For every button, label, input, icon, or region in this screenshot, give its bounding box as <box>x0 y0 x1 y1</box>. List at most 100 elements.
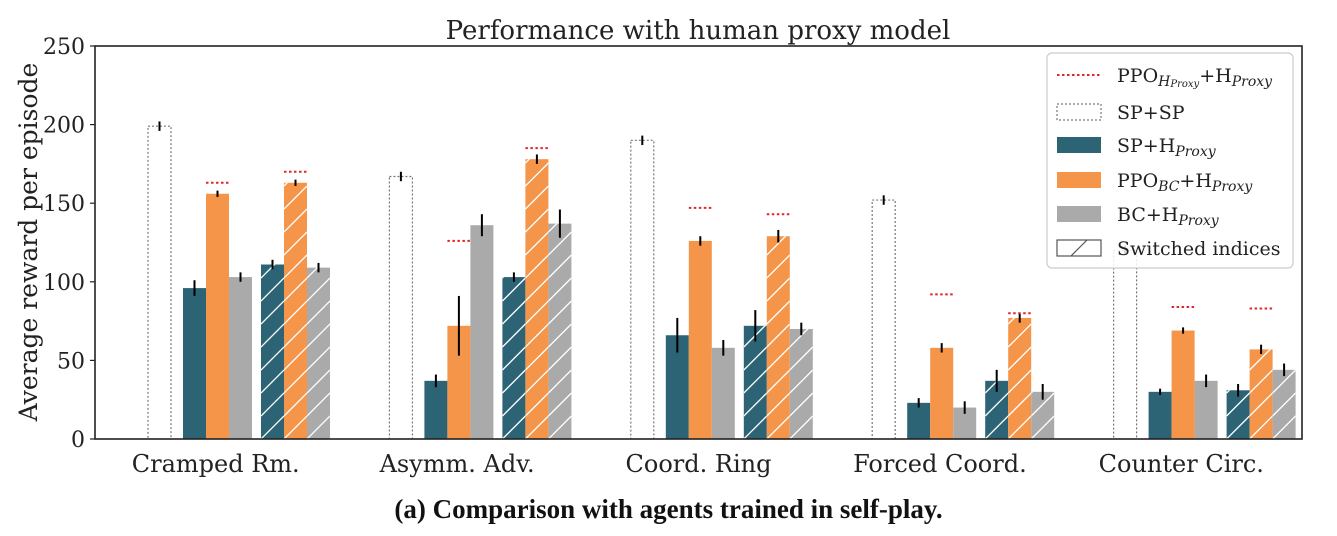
bc_hproxy-bar <box>229 277 252 439</box>
hatch-line <box>261 277 284 302</box>
sp-sp-bar <box>147 125 172 439</box>
hatch-line <box>548 415 572 439</box>
hatch-line <box>307 300 330 325</box>
hatch-line <box>1272 369 1296 394</box>
sp_hproxy-bar <box>1148 391 1172 439</box>
ppo_bc_hproxy-switched-bar <box>1249 349 1273 439</box>
hatch-line <box>985 324 1008 347</box>
hatch-line <box>985 347 1008 370</box>
sp_hproxy-switched-bar <box>985 380 1009 439</box>
y-tick-label: 150 <box>43 192 85 217</box>
hatch-line <box>284 208 307 233</box>
hatch-line <box>789 328 809 348</box>
hatch-line <box>284 140 307 163</box>
bc_hproxy-bar-group <box>711 347 735 439</box>
hatch-line <box>790 301 813 324</box>
hatch-line <box>790 278 813 301</box>
hatch-line <box>1294 438 1296 439</box>
hatch-line <box>261 232 284 255</box>
hatch-line <box>548 186 571 209</box>
bc_hproxy-bar <box>711 347 735 439</box>
ppo_bc_hproxy-switched-bar <box>766 236 790 439</box>
hatch-pattern <box>1031 391 1055 485</box>
sp_hproxy-bar-group <box>665 335 689 439</box>
hatch-line <box>525 277 549 302</box>
y-tick-label: 250 <box>43 35 85 60</box>
hatch-line <box>261 209 284 232</box>
hatch-line <box>307 369 330 394</box>
hatch-line <box>261 392 284 417</box>
hatch-line <box>570 438 572 439</box>
bc_hproxy-switched-bar-group <box>789 278 813 439</box>
bc_hproxy-bar <box>470 225 494 439</box>
legend-label: Switched indices <box>1117 238 1281 260</box>
hatch-pattern <box>502 209 526 439</box>
hatch-line <box>284 277 307 302</box>
ppo_bc_hproxy-switched-bar-group <box>525 159 549 439</box>
hatch-line <box>284 415 307 439</box>
hatch-line <box>743 369 767 394</box>
legend-handle-switched-hatch <box>1070 239 1088 257</box>
hatch-line <box>1227 324 1250 347</box>
hatch-line <box>502 209 525 232</box>
ppo_bc_hproxy-bar <box>447 325 471 439</box>
x-tick-label: Forced Coord. <box>853 450 1027 478</box>
hatch-line <box>307 323 330 348</box>
hatch-line <box>502 300 526 325</box>
hatch-line <box>1031 462 1054 485</box>
sp-sp-bar <box>871 199 896 439</box>
hatch-line <box>502 232 525 255</box>
bar-chart: Performance with human proxy model Avera… <box>14 16 1303 485</box>
hatch-line <box>525 300 549 325</box>
hatch-line <box>1008 323 1032 348</box>
hatch-line <box>307 462 330 485</box>
sp_hproxy-switched-bar-group <box>261 209 284 439</box>
bc_hproxy-bar-group <box>1194 380 1218 439</box>
hatch-line <box>1249 369 1273 394</box>
ppo_bc_hproxy-bar-group <box>688 240 712 439</box>
x-tick-label: Asymm. Adv. <box>379 450 535 478</box>
ppo_bc_hproxy-switched-bar <box>525 159 549 439</box>
plot-frame <box>94 45 1303 440</box>
legend-box <box>1046 52 1294 269</box>
hatch-line <box>548 300 572 325</box>
ppo_bc_hproxy-bar-group <box>1171 330 1195 439</box>
hatch-line <box>811 438 813 439</box>
sp_hproxy-switched-bar <box>1226 390 1250 439</box>
hatch-line <box>1226 392 1250 417</box>
hatch-pattern <box>307 267 330 485</box>
hatch-line <box>766 254 790 279</box>
hatch-line <box>261 300 284 325</box>
hatch-line <box>1226 415 1250 439</box>
sp_hproxy-switched-bar <box>261 264 284 439</box>
hatch-line <box>1031 392 1055 417</box>
hatch-line <box>548 369 572 394</box>
hatch-line <box>766 323 790 348</box>
hatch-line <box>284 346 307 371</box>
hatch-line <box>525 185 549 210</box>
hatch-line <box>1273 301 1296 324</box>
hatch-line <box>284 185 307 210</box>
bc_hproxy-switched-bar <box>548 223 572 439</box>
hatch-line <box>1008 278 1031 301</box>
hatch-line <box>502 392 526 417</box>
hatch-line <box>261 323 284 348</box>
hatch-line <box>1250 301 1273 324</box>
hatch-line <box>261 369 284 394</box>
hatch-pattern <box>1272 301 1296 439</box>
ppo_bc_hproxy-bar-group <box>447 325 471 439</box>
hatch-line <box>985 415 1009 439</box>
bc_hproxy-switched-bar-group <box>548 163 572 439</box>
sp_hproxy-bar <box>907 402 931 439</box>
x-tick-label: Cramped Rm. <box>132 450 300 478</box>
hatch-line <box>1249 415 1273 439</box>
hatch-line <box>1249 349 1272 371</box>
hatch-line <box>1272 392 1296 417</box>
bc_hproxy-bar-group <box>953 407 977 439</box>
ppo_bc_hproxy-switched-bar-group <box>284 140 307 439</box>
ppo_bc_hproxy-bar-group <box>930 347 954 439</box>
hatch-line <box>525 323 549 348</box>
hatch-line <box>525 162 549 187</box>
hatch-line <box>548 323 572 348</box>
hatch-line <box>548 163 571 186</box>
